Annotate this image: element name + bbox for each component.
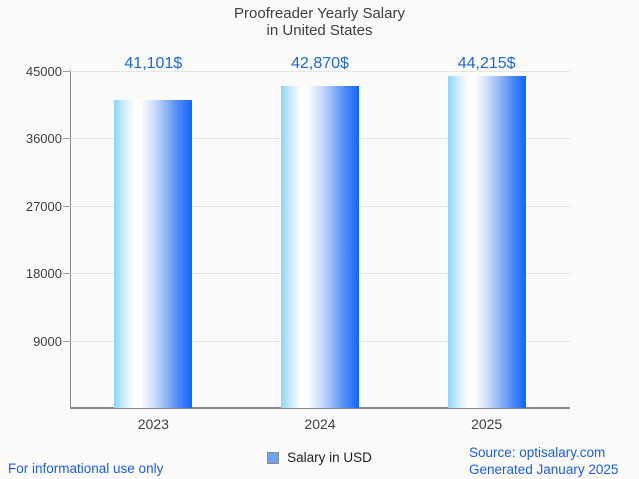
bar-2024[interactable] [281,86,359,408]
value-label-2024: 42,870$ [291,55,349,72]
bar-2025[interactable] [447,76,526,408]
y-tick-label-9000: 9000 [33,333,62,349]
y-tick-label-45000: 45000 [25,63,62,79]
chart-title-line1: Proofreader Yearly Salary [234,5,405,22]
y-axis-tick [63,340,70,342]
generated-date: Generated January 2025 [469,461,619,477]
y-axis-tick [63,205,70,207]
x-tick-label-2024: 2024 [304,416,336,432]
bar-2023[interactable] [114,99,193,408]
legend-swatch-icon [267,451,280,464]
disclaimer-text: For informational use only [8,461,164,476]
y-tick-label-36000: 36000 [25,131,62,146]
y-tick-label-27000: 27000 [25,198,62,214]
y-tick-label-18000: 18000 [25,266,62,281]
value-label-2023: 41,101$ [124,55,183,72]
y-axis-tick [63,70,70,72]
gridline-45000 [70,70,570,72]
x-tick-label-2025: 2025 [471,416,503,432]
y-axis-tick [63,138,70,139]
x-axis-line [70,407,570,409]
value-label-2025: 44,215$ [457,55,516,72]
source-block: Source: optisalary.com Generated January… [469,445,618,478]
chart-title: Proofreader Yearly Salary in United Stat… [0,5,639,39]
legend-label: Salary in USD [287,450,372,465]
y-axis-tick [63,273,70,274]
x-tick-label-2023: 2023 [137,416,169,432]
legend: Salary in USD [0,450,639,465]
chart-title-line2: in United States [266,22,373,39]
source-link[interactable]: Source: optisalary.com [469,445,606,460]
y-axis-line [70,70,71,408]
